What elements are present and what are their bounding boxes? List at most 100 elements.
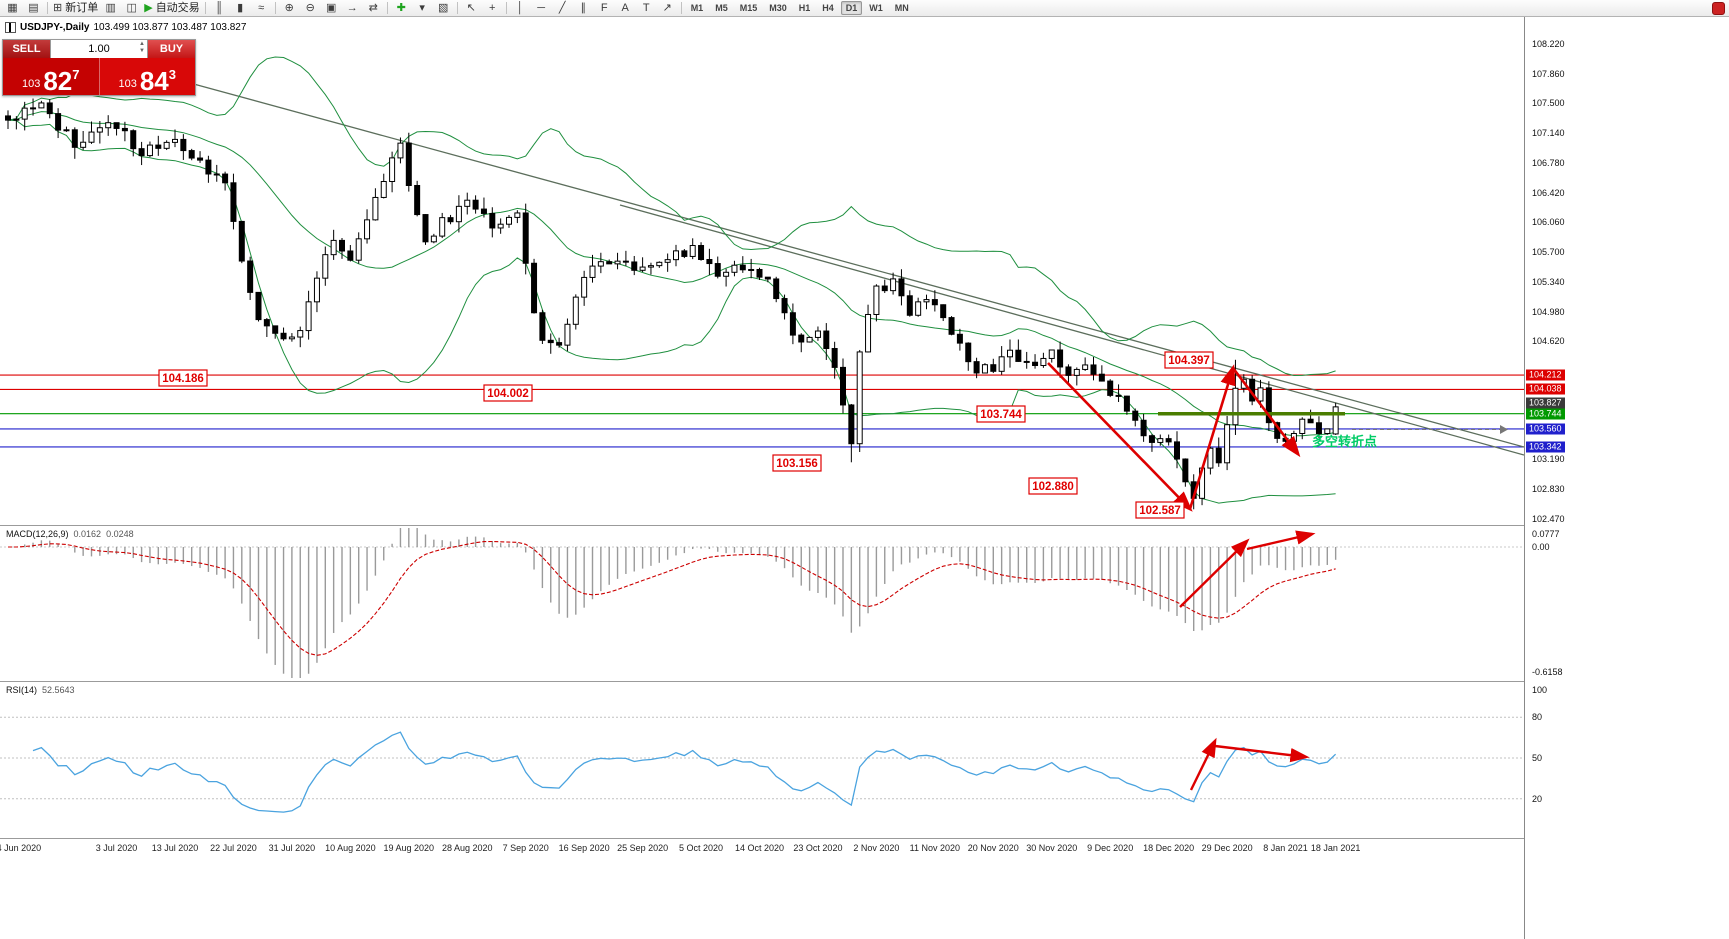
rsi-trend-arrow[interactable]: [1214, 744, 1310, 763]
price-callout[interactable]: 102.880: [1028, 477, 1078, 495]
date-axis[interactable]: 24 Jun 2020 3 Jul 2020 13 Jul 2020 22 Jul 2…: [0, 838, 1524, 857]
price-zigzag-arrow[interactable]: [1231, 367, 1301, 458]
candle-body: [230, 182, 237, 222]
price-callout[interactable]: 104.397: [1164, 351, 1214, 369]
macd-trend-arrow[interactable]: [1246, 530, 1316, 551]
price-callout[interactable]: 103.156: [772, 454, 822, 472]
market-watch-icon[interactable]: ▥: [100, 1, 121, 16]
date-label: 18 Jan 2021: [1310, 843, 1361, 853]
arrows-glyph: ↗: [662, 1, 672, 14]
price-callout-text: 102.587: [1139, 505, 1181, 517]
chart-canvas[interactable]: 104.186 104.002 103.744 103.156 102.880 102.5…: [0, 17, 1524, 856]
periods-icon[interactable]: ▾: [412, 1, 433, 16]
crosshair-icon[interactable]: +: [482, 1, 503, 16]
descending-trendline[interactable]: [619, 204, 1524, 456]
fibonacci-icon[interactable]: F: [594, 1, 615, 16]
horizontal-line-icon[interactable]: ─: [531, 1, 552, 16]
new-chart-icon[interactable]: ▦: [2, 1, 23, 16]
price-callout-text: 104.002: [487, 388, 529, 400]
sell-price-panel[interactable]: 103 82 7: [3, 58, 100, 95]
price-tick: 106.780: [1532, 157, 1565, 168]
sell-button[interactable]: SELL: [3, 40, 50, 58]
candle-body: [739, 264, 746, 271]
timeframe-m15[interactable]: M15: [739, 3, 758, 13]
trendline-icon[interactable]: ╱: [552, 1, 573, 16]
timeframe-m1[interactable]: M1: [690, 3, 704, 13]
price-callout[interactable]: 102.587: [1135, 501, 1185, 519]
symbol-info: USDJPY-,Daily 103.499 103.877 103.487 10…: [5, 22, 246, 33]
templates-icon[interactable]: ▧: [433, 1, 454, 16]
candle-body: [539, 312, 546, 341]
notification-icon[interactable]: [1712, 2, 1725, 15]
price-callout[interactable]: 104.186: [158, 369, 208, 387]
candle-body: [339, 239, 345, 252]
auto-scroll-icon[interactable]: →: [342, 1, 363, 16]
price-callout-text: 104.397: [1168, 355, 1210, 367]
candle-body: [355, 238, 362, 261]
tile-windows-icon[interactable]: ▣: [321, 1, 342, 16]
price-callout[interactable]: 103.744: [976, 405, 1026, 423]
macd-panel-separator[interactable]: [0, 525, 1729, 526]
zoom-in-icon[interactable]: ⊕: [279, 1, 300, 16]
arrows-icon[interactable]: ↗: [657, 1, 678, 16]
candle-body: [1315, 422, 1322, 434]
candle-body: [723, 271, 730, 277]
candle-body: [280, 332, 287, 340]
candle-body: [55, 113, 62, 131]
zoom-out-icon[interactable]: ⊖: [300, 1, 321, 16]
candle-body: [572, 296, 579, 325]
lot-size-input[interactable]: 1.00 ▲ ▼: [50, 40, 148, 58]
price-zigzag-arrow[interactable]: [1047, 362, 1193, 512]
descending-trendline[interactable]: [189, 82, 1524, 448]
timeframe-mn[interactable]: MN: [894, 3, 909, 13]
rsi-line: [32, 731, 1337, 813]
price-callout-box: [1135, 501, 1185, 519]
autotrading-label: 自动交易: [155, 1, 200, 14]
macd-label: MACD(12,26,9) 0.0162 0.0248: [6, 529, 134, 539]
candle-body: [288, 336, 295, 340]
crosshair-glyph: +: [488, 1, 496, 14]
rsi-trend-arrow[interactable]: [1189, 737, 1217, 791]
timeframe-h1[interactable]: H1: [798, 3, 811, 13]
autotrading-button[interactable]: ▶ 自动交易: [142, 1, 201, 16]
new-order-button[interactable]: ⊞ 新订单: [51, 1, 100, 16]
lot-spinner[interactable]: ▲ ▼: [139, 41, 145, 54]
macd-trend-arrow[interactable]: [1179, 538, 1250, 608]
price-badge: 104.212: [1526, 369, 1565, 381]
price-tick: 102.470: [1532, 513, 1565, 524]
buy-price-pipette: 3: [168, 67, 176, 82]
rsi-panel-separator[interactable]: [0, 681, 1729, 682]
text-label-glyph: T: [642, 1, 650, 14]
timeframe-m30[interactable]: M30: [769, 3, 787, 13]
price-tick: 0.00: [1532, 542, 1550, 552]
price-callout[interactable]: 104.002: [483, 384, 533, 402]
timeframe-m5[interactable]: M5: [715, 3, 728, 13]
price-callout-box: [976, 405, 1026, 423]
price-axis[interactable]: 108.220 107.860 107.500 107.140 106.780 106.4…: [1524, 17, 1729, 939]
chart-shift-icon[interactable]: ⇄: [363, 1, 384, 16]
buy-price-panel[interactable]: 103 84 3: [99, 58, 195, 95]
bar-chart-icon[interactable]: ║: [209, 1, 230, 16]
candle-body: [121, 127, 128, 132]
cursor-icon[interactable]: ↖: [461, 1, 482, 16]
profiles-icon[interactable]: ▤: [23, 1, 44, 16]
timeframe-w1[interactable]: W1: [869, 3, 883, 13]
candle-body: [1098, 373, 1105, 382]
equidistant-channel-icon[interactable]: ∥: [573, 1, 594, 16]
price-zigzag-arrow[interactable]: [1188, 364, 1236, 510]
timeframe-d1[interactable]: D1: [840, 1, 863, 15]
candle-body: [63, 129, 70, 132]
buy-button[interactable]: BUY: [148, 40, 195, 58]
indicators-icon[interactable]: ✚: [391, 1, 412, 16]
line-chart-icon[interactable]: ≈: [251, 1, 272, 16]
candle-body: [1140, 419, 1147, 437]
candle-body: [631, 261, 638, 271]
text-icon[interactable]: A: [615, 1, 636, 16]
timeframe-h4[interactable]: H4: [822, 3, 834, 13]
navigator-glyph: ◫: [126, 1, 137, 14]
text-label-icon[interactable]: T: [636, 1, 657, 16]
candlestick-chart-icon[interactable]: ▮: [230, 1, 251, 16]
candle-body: [1032, 361, 1039, 367]
navigator-icon[interactable]: ◫: [121, 1, 142, 16]
vertical-line-icon[interactable]: │: [510, 1, 531, 16]
